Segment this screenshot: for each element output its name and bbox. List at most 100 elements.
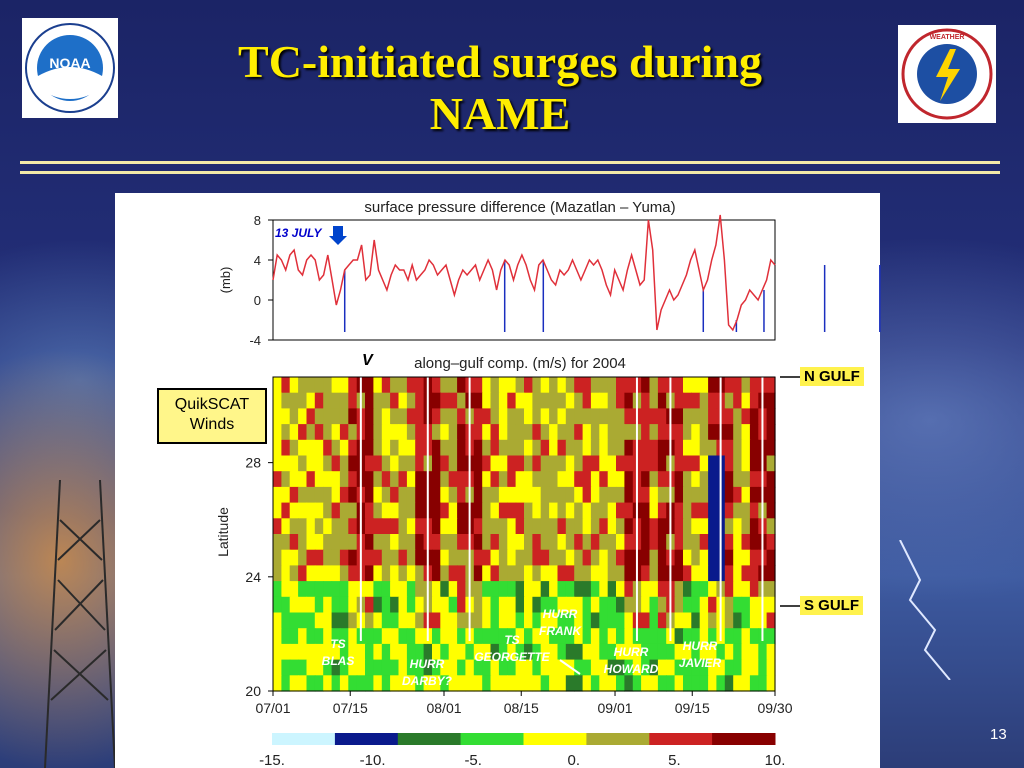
heatmap-cell [281, 486, 291, 504]
heatmap-cell [331, 424, 341, 441]
heatmap-cell [582, 675, 592, 692]
heatmap-cell [448, 424, 458, 441]
heatmap-cell [331, 439, 341, 457]
heatmap-cell [432, 534, 441, 551]
title-line-2: NAME [429, 88, 571, 139]
heatmap-cell [273, 518, 282, 535]
heatmap-cell [289, 628, 299, 645]
heatmap-cell [574, 455, 584, 472]
heatmap-cell [716, 675, 726, 692]
heatmap-cell [574, 377, 584, 394]
heatmap-cell [373, 628, 383, 645]
heatmap-cell [574, 675, 584, 692]
heatmap-cell [590, 549, 600, 566]
heatmap-cell [473, 502, 483, 519]
heatmap-cell [607, 408, 617, 425]
heatmap-cell [683, 502, 692, 519]
heatmap-cell [524, 612, 533, 629]
heatmap-cell [323, 471, 333, 488]
heatmap-cell [289, 549, 299, 566]
heatmap-cell [749, 628, 759, 645]
heatmap-cell [540, 392, 550, 409]
heatmap-cell [599, 596, 609, 614]
heatmap-cell [390, 392, 400, 409]
heatmap-cell [758, 659, 768, 676]
heatmap-cell [699, 392, 709, 409]
heatmap-cell [339, 675, 349, 692]
heatmap-cell [549, 643, 559, 661]
heatmap-cell [741, 549, 751, 566]
heatmap-cell [314, 628, 324, 645]
heatmap-cell [440, 549, 450, 566]
heatmap-cell [683, 534, 692, 551]
heatmap-cell [448, 581, 458, 598]
pressure-chart-title: surface pressure difference (Mazatlan – … [364, 199, 675, 216]
heatmap-cell [457, 628, 467, 645]
heatmap-cell [281, 628, 291, 645]
heatmap-cell [365, 628, 374, 645]
heatmap-cell [557, 455, 567, 472]
heatmap-cell [549, 549, 559, 566]
heatmap-cell [766, 565, 776, 582]
heatmap-cell [599, 628, 609, 645]
heatmap-cell [582, 392, 592, 409]
pressure-ytick-label: 8 [254, 213, 261, 228]
heatmap-cell [532, 377, 542, 394]
heatmap-cell [766, 549, 776, 566]
heatmap-cell [448, 377, 458, 394]
heatmap-cell [733, 565, 743, 582]
heatmap-cell [415, 612, 425, 629]
heatmap-cell [657, 377, 667, 394]
heatmap-cell [607, 628, 617, 645]
heatmap-cell [398, 392, 408, 409]
july13-arrow-icon [329, 226, 347, 245]
heatmap-cell [607, 471, 617, 488]
heatmap-cell [724, 439, 734, 457]
heatmap-cell [616, 612, 625, 629]
heatmap-cell [616, 424, 625, 441]
heatmap-cell [348, 392, 358, 409]
heatmap-cell [306, 502, 316, 519]
heatmap-cell [741, 534, 751, 551]
heatmap-cell [649, 408, 659, 425]
heatmap-cell [507, 675, 517, 692]
heatmap-cell [348, 471, 358, 488]
heatmap-cell [724, 486, 734, 504]
heatmap-cell [381, 581, 391, 598]
heatmap-cell [331, 643, 341, 661]
heatmap-cell [482, 643, 492, 661]
heatmap-cell [498, 377, 508, 394]
heatmap-cell [574, 581, 584, 598]
heatmap-cell [540, 377, 550, 394]
heatmap-cell [616, 471, 625, 488]
heatmap-cell [691, 549, 701, 566]
heatmap-cell [532, 565, 542, 582]
heatmap-cell [657, 471, 667, 488]
heatmap-cell [699, 471, 709, 488]
heatmap-cell [641, 502, 651, 519]
heatmap-cell [565, 486, 575, 504]
heatmap-cell [574, 534, 584, 551]
heatmap-cell [281, 549, 291, 566]
heatmap-cell [298, 643, 308, 661]
heatmap-cell [390, 534, 400, 551]
heatmap-cell [432, 471, 441, 488]
heatmap-cell [323, 377, 333, 394]
heatmap-cell [565, 643, 575, 661]
heatmap-cell [381, 486, 391, 504]
heatmap-cell [691, 643, 701, 661]
heatmap-cell [298, 486, 308, 504]
heatmap-cell [415, 502, 425, 519]
heatmap-cell [440, 408, 450, 425]
heatmap-cell [733, 471, 743, 488]
heatmap-cell [457, 549, 467, 566]
callout-line-2: Winds [189, 416, 235, 433]
heatmap-cell [273, 408, 282, 425]
heatmap-cell [599, 424, 609, 441]
heatmap-cell [699, 486, 709, 504]
heatmap-cell [473, 377, 483, 394]
heatmap-cell [348, 424, 358, 441]
svg-text:NOAA: NOAA [49, 55, 90, 71]
heatmap-cell [749, 534, 759, 551]
heatmap-cell [482, 549, 492, 566]
